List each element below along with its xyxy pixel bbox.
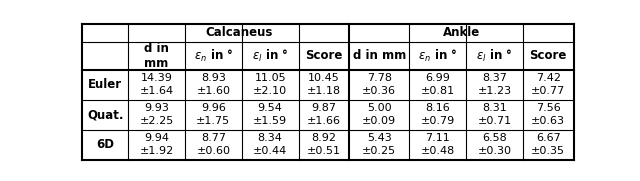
Text: ±0.63: ±0.63: [531, 116, 565, 126]
Text: ±0.79: ±0.79: [420, 116, 454, 126]
Text: ±1.66: ±1.66: [307, 116, 341, 126]
Text: ±1.60: ±1.60: [196, 86, 230, 96]
Text: $\varepsilon_l$ in °: $\varepsilon_l$ in °: [476, 48, 513, 64]
Text: 9.87: 9.87: [312, 103, 337, 113]
Text: ±0.25: ±0.25: [362, 146, 396, 156]
Text: 8.16: 8.16: [425, 103, 450, 113]
Text: 6.99: 6.99: [425, 73, 450, 83]
Text: ±0.09: ±0.09: [362, 116, 396, 126]
Text: ±1.75: ±1.75: [196, 116, 230, 126]
Text: 9.54: 9.54: [258, 103, 283, 113]
Text: Calcaneus: Calcaneus: [205, 26, 273, 39]
Text: 7.42: 7.42: [536, 73, 561, 83]
Text: ±0.51: ±0.51: [307, 146, 341, 156]
Text: ±2.25: ±2.25: [140, 116, 173, 126]
Text: d in
mm: d in mm: [144, 42, 169, 70]
Text: ±2.10: ±2.10: [253, 86, 287, 96]
Text: ±0.48: ±0.48: [420, 146, 454, 156]
Text: Quat.: Quat.: [87, 108, 124, 121]
Text: Euler: Euler: [88, 78, 122, 91]
Text: 8.77: 8.77: [201, 133, 226, 143]
Text: ±0.30: ±0.30: [477, 146, 511, 156]
Text: 10.45: 10.45: [308, 73, 340, 83]
Text: 9.96: 9.96: [201, 103, 226, 113]
Text: ±0.36: ±0.36: [362, 86, 396, 96]
Text: ±1.23: ±1.23: [477, 86, 511, 96]
Text: 7.56: 7.56: [536, 103, 561, 113]
Text: 5.00: 5.00: [367, 103, 392, 113]
Text: 9.93: 9.93: [144, 103, 169, 113]
Text: 9.94: 9.94: [144, 133, 169, 143]
Text: ±1.18: ±1.18: [307, 86, 341, 96]
Text: ±1.64: ±1.64: [140, 86, 173, 96]
Text: 8.34: 8.34: [258, 133, 283, 143]
Text: 8.92: 8.92: [312, 133, 337, 143]
Text: ±0.35: ±0.35: [531, 146, 565, 156]
Text: ±0.77: ±0.77: [531, 86, 565, 96]
Text: Score: Score: [529, 49, 567, 62]
Text: 14.39: 14.39: [141, 73, 172, 83]
Text: 8.31: 8.31: [482, 103, 507, 113]
Text: 6.58: 6.58: [482, 133, 507, 143]
Text: ±0.81: ±0.81: [420, 86, 454, 96]
Text: ±0.71: ±0.71: [477, 116, 511, 126]
Text: 6.67: 6.67: [536, 133, 561, 143]
Text: 7.11: 7.11: [425, 133, 450, 143]
Text: d in mm: d in mm: [353, 49, 406, 62]
Text: ±0.44: ±0.44: [253, 146, 287, 156]
Text: 6D: 6D: [96, 138, 115, 151]
Text: Score: Score: [305, 49, 342, 62]
Text: 7.78: 7.78: [367, 73, 392, 83]
Text: ±1.92: ±1.92: [140, 146, 173, 156]
Text: $\varepsilon_l$ in °: $\varepsilon_l$ in °: [252, 48, 288, 64]
Text: 11.05: 11.05: [254, 73, 286, 83]
Text: $\varepsilon_n$ in °: $\varepsilon_n$ in °: [194, 48, 233, 64]
Text: ±1.59: ±1.59: [253, 116, 287, 126]
Text: $\varepsilon_n$ in °: $\varepsilon_n$ in °: [418, 48, 457, 64]
Text: 8.37: 8.37: [482, 73, 507, 83]
Text: Ankle: Ankle: [443, 26, 480, 39]
Text: 8.93: 8.93: [201, 73, 226, 83]
Text: 5.43: 5.43: [367, 133, 392, 143]
Text: ±0.60: ±0.60: [196, 146, 230, 156]
